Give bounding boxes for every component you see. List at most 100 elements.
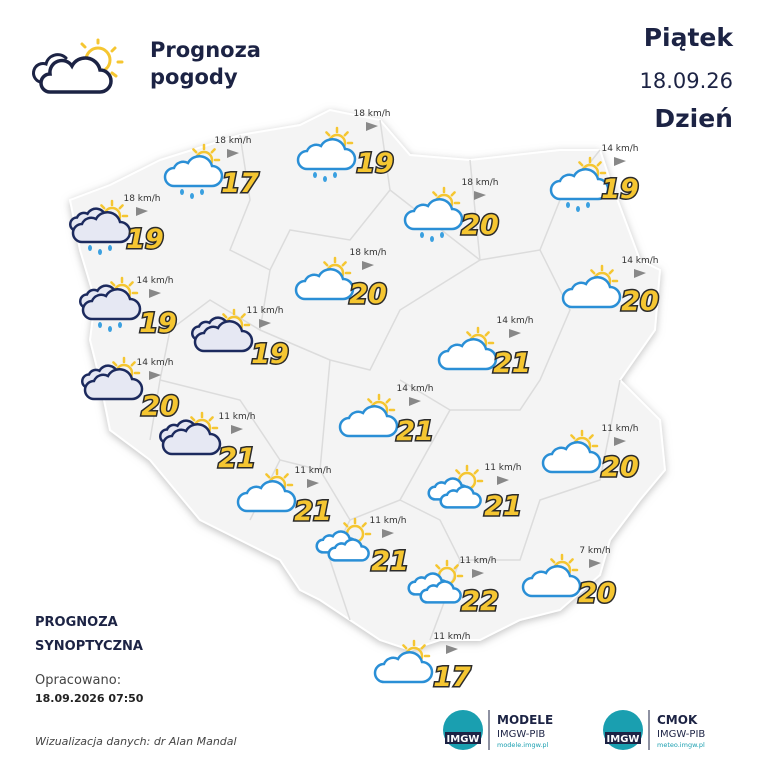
wind-arrow	[614, 437, 626, 446]
wind-arrow	[589, 559, 601, 568]
wind-speed: 14 km/h	[496, 316, 533, 326]
sun-ray	[190, 416, 196, 422]
sun-ray	[385, 398, 391, 404]
temperature: 21	[371, 546, 409, 577]
sun-ray	[265, 473, 271, 479]
temperature: 19	[251, 339, 289, 370]
weather-icon	[541, 429, 602, 474]
weather-icon	[338, 393, 399, 438]
weather-icon	[191, 308, 254, 353]
weather-icon	[561, 264, 622, 309]
weather-icon	[163, 143, 224, 199]
sun-ray	[367, 398, 373, 404]
cloud	[549, 167, 610, 201]
rain-drop	[98, 249, 102, 255]
temperature: 21	[218, 443, 256, 474]
wind-arrow	[259, 319, 271, 328]
sun-ray	[222, 313, 228, 319]
sun-ray	[608, 269, 614, 275]
weather-icon	[315, 517, 372, 562]
sun-ray	[450, 191, 456, 197]
temperature: 21	[493, 348, 531, 379]
wind-speed: 11 km/h	[484, 463, 521, 473]
sun-ray	[432, 191, 438, 197]
temperature: 20	[349, 279, 387, 310]
wind-arrow	[509, 329, 521, 338]
temperature: 20	[621, 286, 659, 317]
wind-arrow	[307, 479, 319, 488]
temperature: 19	[139, 308, 177, 339]
cloud	[561, 275, 622, 309]
wind-speed: 11 km/h	[459, 556, 496, 566]
weather-icon	[69, 199, 132, 255]
cloud	[338, 404, 399, 438]
wind-speed: 11 km/h	[218, 412, 255, 422]
rain-drop	[576, 206, 580, 212]
wind-speed: 18 km/h	[461, 178, 498, 188]
sun-ray	[128, 281, 134, 287]
weather-icon	[373, 639, 434, 684]
wind-speed: 11 km/h	[433, 632, 470, 642]
sun-ray	[568, 558, 574, 564]
sun-ray	[325, 131, 331, 137]
wind-arrow	[382, 529, 394, 538]
temperature: 19	[356, 148, 394, 179]
day-name: Piątek	[644, 23, 735, 52]
weather-icon	[159, 411, 222, 456]
footer-label: SYNOPTYCZNA	[35, 639, 143, 654]
wind-speed: 14 km/h	[621, 256, 658, 266]
wind-speed: 18 km/h	[349, 248, 386, 258]
sun-ray	[283, 473, 289, 479]
cloud	[71, 210, 132, 244]
temperature: 21	[484, 491, 522, 522]
cloud	[437, 337, 498, 371]
weather-icon	[403, 186, 464, 242]
temperature: 22	[461, 586, 499, 617]
logo-name: MODELE	[497, 713, 553, 727]
sun-ray	[420, 644, 426, 650]
sun-ray	[578, 161, 584, 167]
credit: Wizualizacja danych: dr Alan Mandal	[35, 735, 237, 748]
temperature: 17	[221, 168, 259, 199]
sun-ray	[341, 261, 347, 267]
sun-ray	[466, 331, 472, 337]
temperature: 20	[461, 210, 499, 241]
sun-ray	[112, 361, 118, 367]
sun-ray	[130, 361, 136, 367]
cloud	[403, 197, 464, 231]
weather-icon	[427, 464, 484, 509]
weather-icon	[81, 356, 144, 401]
rain-drop	[323, 176, 327, 182]
weather-icon	[549, 156, 610, 212]
header-logo-icon	[32, 38, 124, 94]
wind-speed: 11 km/h	[294, 466, 331, 476]
wind-speed: 7 km/h	[579, 546, 610, 556]
logo-name: CMOK	[657, 713, 698, 727]
sun-ray	[208, 416, 214, 422]
logo-badge-text: IMGW	[607, 734, 640, 745]
wind-speed: 14 km/h	[396, 384, 433, 394]
rain-drop	[108, 326, 112, 332]
rain-drop	[190, 193, 194, 199]
sun-ray	[435, 564, 441, 570]
temperature: 21	[294, 496, 332, 527]
weather-icon	[296, 126, 357, 182]
cloud	[294, 267, 355, 301]
sun-ray	[110, 281, 116, 287]
sun-ray	[455, 469, 461, 475]
sun-ray	[484, 331, 490, 337]
temperature: 20	[578, 578, 616, 609]
wind-arrow	[614, 157, 626, 166]
rain-drop	[108, 245, 112, 251]
rain-drop	[333, 172, 337, 178]
sun-ray	[402, 644, 408, 650]
wind-arrow	[362, 261, 374, 270]
sun-ray	[361, 522, 367, 528]
rain-drop	[313, 172, 317, 178]
sun-ray	[118, 204, 124, 210]
wind-speed: 18 km/h	[353, 109, 390, 119]
cloud	[419, 580, 462, 604]
sun-ray	[570, 434, 576, 440]
logo-band	[605, 732, 641, 744]
